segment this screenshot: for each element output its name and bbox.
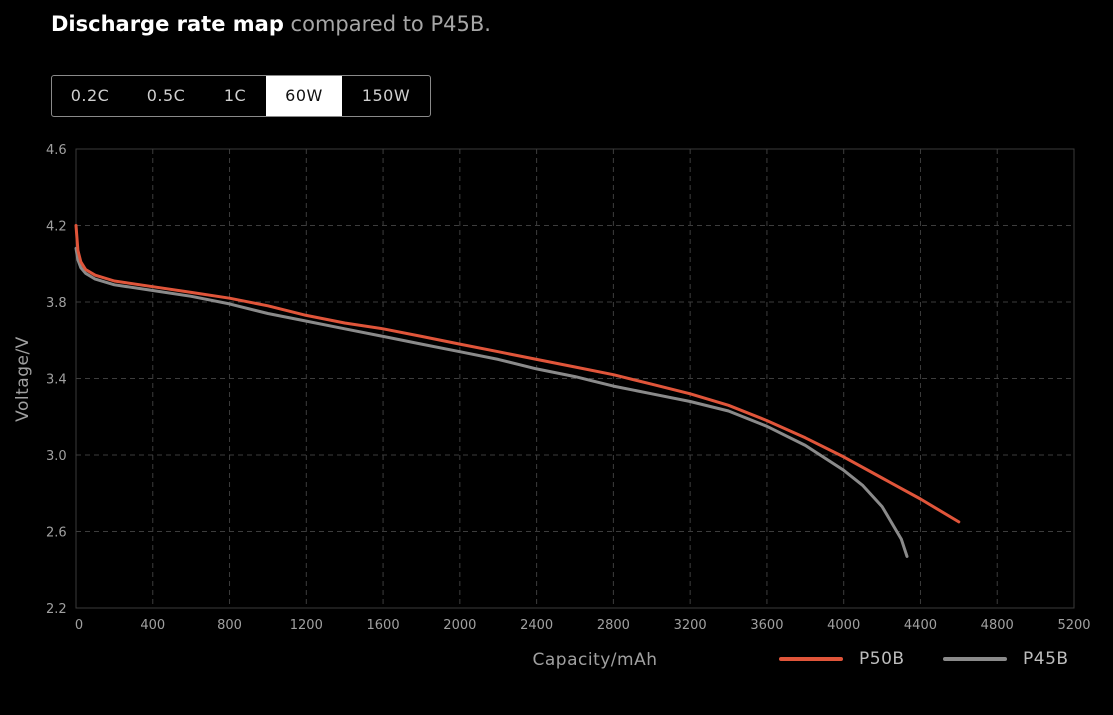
- y-tick-label: 4.2: [46, 220, 67, 235]
- x-tick-label: 5200: [1057, 618, 1090, 633]
- x-tick-label: 2400: [520, 618, 553, 633]
- tab-60w[interactable]: 60W: [266, 76, 342, 116]
- x-tick-label: 2800: [597, 618, 630, 633]
- y-tick-label: 3.8: [46, 296, 67, 311]
- chart-title: Discharge rate map compared to P45B.: [51, 12, 491, 36]
- x-tick-label: 3200: [674, 618, 707, 633]
- y-tick-label: 4.6: [46, 143, 67, 158]
- x-tick-label: 2000: [443, 618, 476, 633]
- legend-item-p50b: P50B: [779, 647, 905, 671]
- chart-title-bold: Discharge rate map: [51, 12, 284, 36]
- legend-swatch-p50b: [779, 657, 843, 661]
- x-tick-label: 4800: [981, 618, 1014, 633]
- discharge-rate-tabs: 0.2C 0.5C 1C 60W 150W: [51, 75, 431, 117]
- series-line-p50b: [74, 224, 961, 524]
- x-tick-label: 4000: [827, 618, 860, 633]
- x-axis-label: Capacity/mAh: [533, 650, 658, 670]
- series-line-p45b: [74, 246, 909, 558]
- x-tick-label: 400: [140, 618, 165, 633]
- tab-150w[interactable]: 150W: [361, 86, 411, 105]
- x-tick-label: 3600: [750, 618, 783, 633]
- legend-item-p45b: P45B: [943, 647, 1069, 671]
- y-tick-label: 2.6: [46, 526, 67, 541]
- tab-0-2c[interactable]: 0.2C: [70, 86, 110, 105]
- chart-title-subtitle: compared to P45B.: [290, 12, 491, 36]
- x-tick-label: 800: [217, 618, 242, 633]
- tab-1c[interactable]: 1C: [223, 86, 247, 105]
- legend-label-p50b: P50B: [859, 649, 905, 669]
- y-tick-label: 2.2: [46, 602, 67, 617]
- x-tick-label: 0: [75, 618, 83, 633]
- x-tick-label: 1200: [290, 618, 323, 633]
- legend-swatch-p45b: [943, 657, 1007, 661]
- y-tick-label: 3.0: [46, 449, 67, 464]
- y-tick-label: 3.4: [46, 373, 67, 388]
- x-tick-label: 4400: [904, 618, 937, 633]
- y-axis-label: Voltage/V: [13, 336, 33, 422]
- tab-0-5c[interactable]: 0.5C: [146, 86, 186, 105]
- x-tick-label: 1600: [367, 618, 400, 633]
- legend-label-p45b: P45B: [1023, 649, 1069, 669]
